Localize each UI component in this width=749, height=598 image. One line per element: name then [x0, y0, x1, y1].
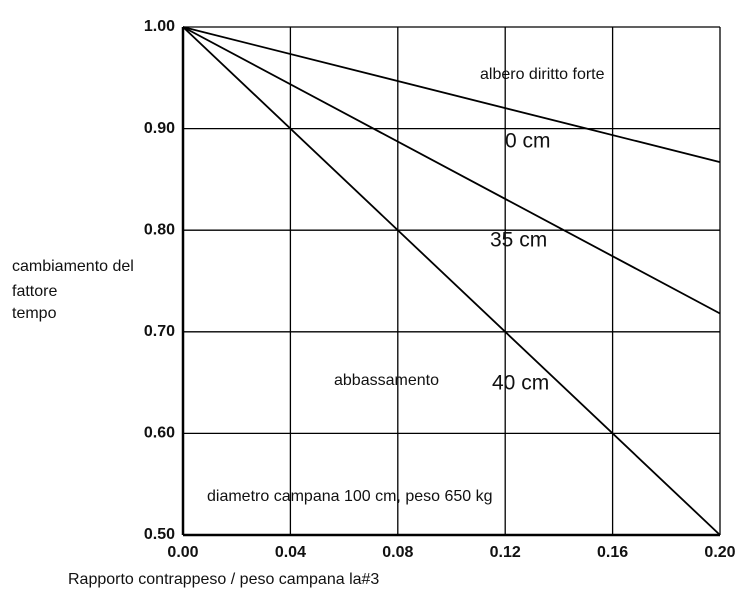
x-tick-label: 0.04 [275, 544, 306, 561]
x-tick-label: 0.08 [382, 544, 413, 561]
x-tick-label: 0.00 [167, 544, 198, 561]
y-tick-label: 0.50 [144, 526, 175, 543]
line [182, 26, 721, 164]
series-label: 35 cm [490, 229, 547, 252]
x-tick-label: 0.20 [704, 544, 735, 561]
annotation: albero diritto forte [480, 66, 605, 83]
y-tick-label: 0.70 [144, 323, 175, 340]
x-tick-label: 0.16 [597, 544, 628, 561]
y-axis-label: tempo [12, 305, 57, 322]
series-label: 40 cm [492, 372, 549, 395]
x-tick-label: 0.12 [490, 544, 521, 561]
y-tick-label: 0.80 [144, 221, 175, 238]
y-axis-label: cambiamento del [12, 258, 134, 275]
line [182, 26, 721, 315]
y-axis-label: fattore [12, 283, 57, 300]
line [182, 26, 721, 536]
y-tick-label: 0.90 [144, 120, 175, 137]
annotation: diametro campana 100 cm, peso 650 kg [207, 488, 493, 505]
x-axis-label: Rapporto contrappeso / peso campana la#3 [68, 571, 379, 588]
y-tick-label: 1.00 [144, 18, 175, 35]
annotation: abbassamento [334, 372, 439, 389]
series-label: 0 cm [505, 130, 551, 153]
y-tick-label: 0.60 [144, 425, 175, 442]
